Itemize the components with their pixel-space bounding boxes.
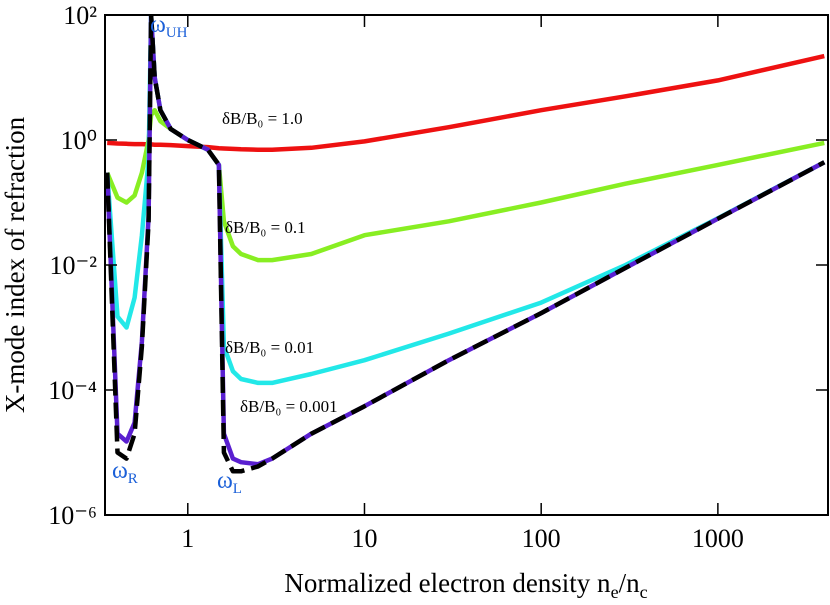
annotation: ωUH (150, 12, 188, 41)
x-label-sub: e (611, 582, 619, 602)
plot-frame (104, 14, 829, 516)
annotation-sub: L (233, 481, 242, 497)
x-tick-label: 10 (351, 524, 377, 553)
annotation-symbol: ω (150, 12, 166, 38)
series-line (105, 15, 826, 474)
y-axis-label: X-mode index of refraction (0, 116, 30, 413)
series-label: δB/B₀ = 0.01 (225, 338, 314, 357)
series-line (105, 15, 826, 467)
x-label-text: Normalized electron density n (284, 568, 611, 598)
x-axis-label: Normalized electron density ne/nc (284, 568, 647, 602)
series-label: δB/B₀ = 0.001 (240, 397, 338, 416)
series-line (105, 15, 826, 386)
series-label: δB/B₀ = 0.1 (225, 218, 306, 237)
x-label-sub: c (640, 582, 648, 602)
annotation: ωL (217, 468, 242, 497)
y-tick-label: 10⁻⁴ (48, 376, 97, 405)
y-tick-label: 10⁻⁶ (48, 501, 97, 530)
annotation-symbol: ω (112, 458, 128, 484)
annotation-sub: R (128, 471, 138, 487)
x-tick-label: 100 (522, 524, 561, 553)
annotation-symbol: ω (217, 468, 233, 494)
series-line (105, 107, 825, 263)
y-tick-label: 10² (63, 1, 97, 30)
x-label-text: /n (619, 568, 641, 598)
series-line (107, 53, 825, 152)
series-label: δB/B₀ = 1.0 (222, 109, 303, 128)
annotation: ωR (112, 458, 138, 487)
x-tick-label: 1 (181, 524, 194, 553)
x-tick-label: 1000 (692, 524, 744, 553)
y-tick-label: 10⁻² (49, 251, 97, 280)
y-tick-label: 10⁰ (61, 126, 97, 155)
plot-area (105, 15, 826, 474)
annotation-sub: UH (166, 25, 188, 41)
